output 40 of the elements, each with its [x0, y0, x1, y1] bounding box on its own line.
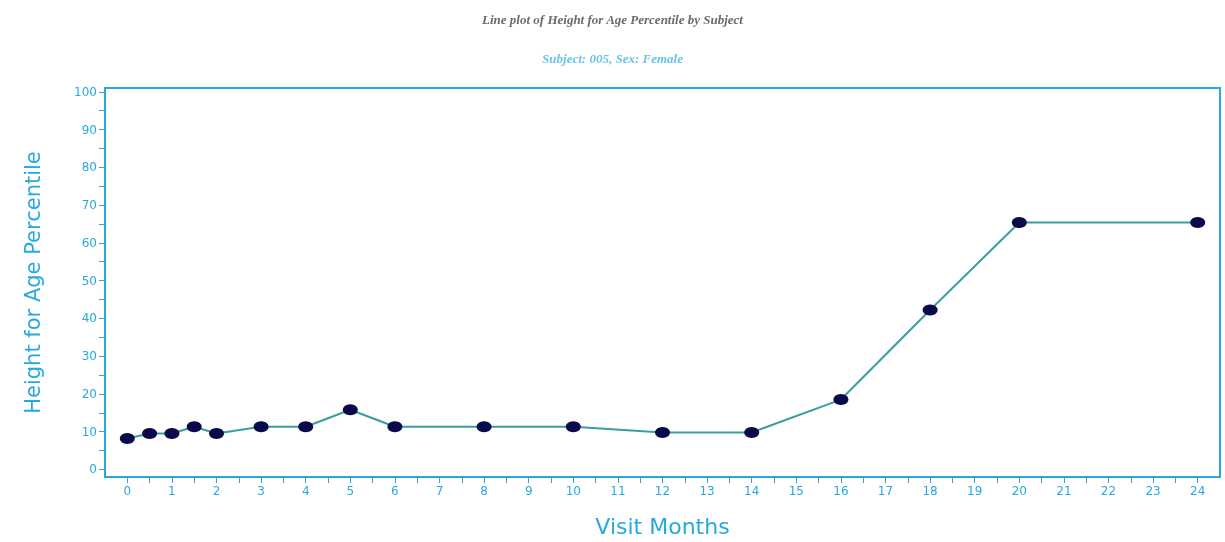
x-tick-label: 22	[1100, 484, 1117, 498]
y-tick-label: 30	[81, 349, 97, 364]
y-tick-label: 0	[89, 462, 97, 477]
y-tick-label: 90	[81, 122, 97, 137]
x-tick-label: 9	[524, 484, 533, 498]
x-tick-label: 0	[123, 484, 132, 498]
x-tick-label: 17	[877, 484, 894, 498]
x-tick-label: 8	[480, 484, 488, 498]
x-tick-label: 20	[1011, 484, 1027, 498]
x-tick-label: 16	[833, 484, 849, 498]
y-tick-label: 80	[81, 160, 97, 175]
chart-title: Line plot of Height for Age Percentile by Subject	[481, 12, 744, 27]
x-tick-label: 11	[610, 484, 626, 498]
y-tick-label: 70	[81, 198, 97, 213]
x-tick-label: 4	[301, 484, 310, 498]
x-tick-label: 12	[654, 484, 671, 498]
y-tick-label: 40	[81, 311, 97, 326]
y-axis-title: Height for Age Percentile	[20, 151, 45, 414]
x-tick-label: 1	[168, 484, 176, 498]
x-tick-label: 5	[346, 484, 355, 498]
x-axis-title: Visit Months	[595, 513, 730, 539]
x-tick-label: 13	[699, 484, 715, 498]
y-tick-label: 10	[81, 424, 97, 439]
x-tick-label: 6	[391, 484, 399, 498]
x-tick-label: 14	[744, 484, 760, 498]
x-tick-label: 3	[257, 484, 265, 498]
x-tick-label: 15	[788, 484, 804, 498]
x-tick-label: 21	[1056, 484, 1072, 498]
chart-subtitle: Subject: 005, Sex: Female	[542, 51, 684, 66]
x-tick-label: 24	[1190, 484, 1206, 498]
x-tick-label: 19	[967, 484, 983, 498]
x-tick-label: 10	[565, 484, 581, 498]
y-tick-label: 100	[74, 84, 97, 99]
x-tick-label: 18	[922, 484, 938, 498]
y-tick-label: 50	[81, 273, 97, 288]
y-tick-label: 20	[81, 386, 97, 401]
x-tick-label: 23	[1145, 484, 1161, 498]
x-tick-label: 7	[435, 484, 444, 498]
y-tick-label: 60	[81, 235, 97, 250]
x-tick-label: 2	[212, 484, 221, 498]
